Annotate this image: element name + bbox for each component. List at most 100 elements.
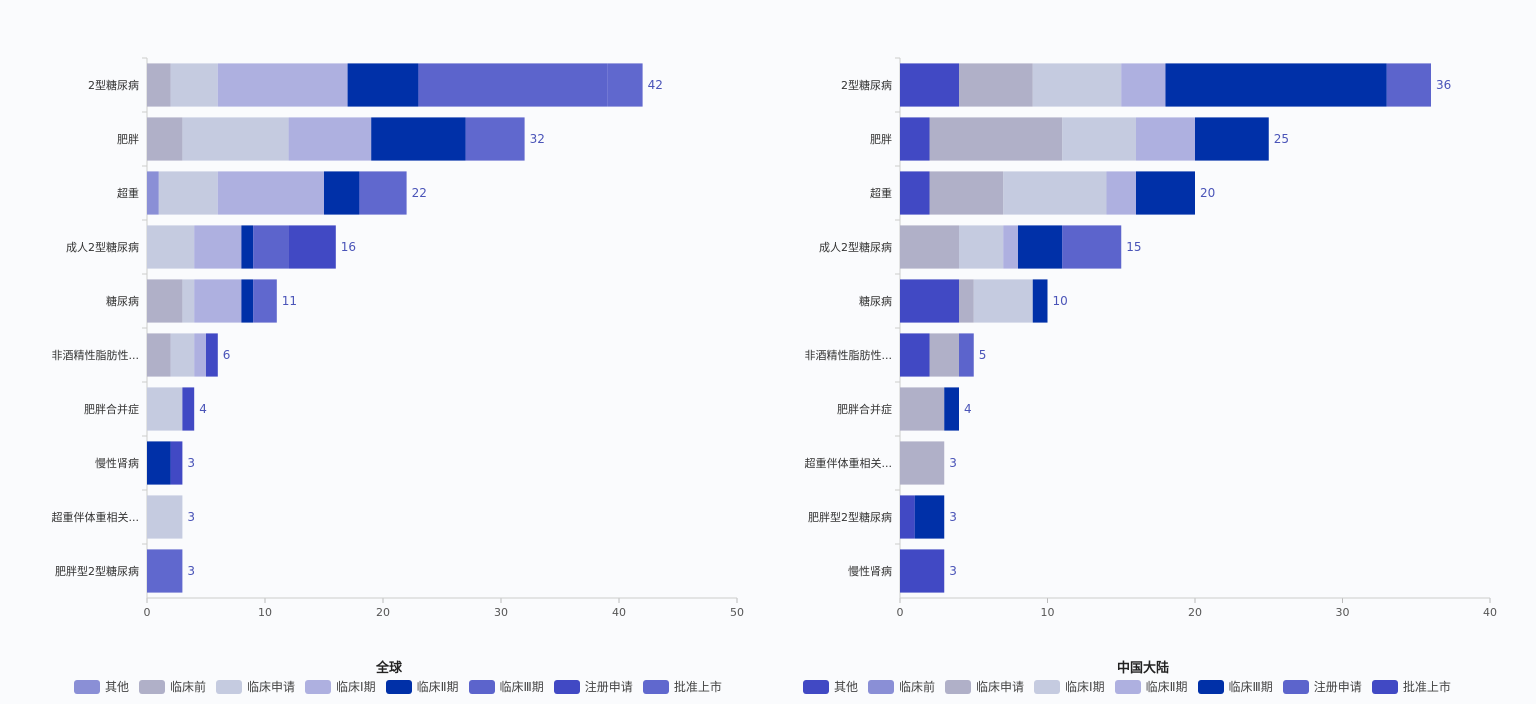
bar-segment [324,171,360,215]
legend-label: 其他 [105,680,130,694]
bar-segment [194,225,242,269]
bar-segment [206,333,218,377]
bar-segment [1003,225,1018,269]
x-tick-label: 10 [1041,606,1055,619]
bar-segment [1062,225,1122,269]
legend-item[interactable]: 临床前 [139,678,206,695]
category-label: 慢性肾病 [848,564,892,578]
bar-segment [288,117,372,161]
category-label: 肥胖 [117,133,139,146]
legend-swatch [1371,679,1398,694]
legend-item[interactable]: 临床申请 [216,678,295,695]
total-label: 15 [1126,240,1141,254]
bar-segment [900,279,959,323]
legend-swatch [139,679,166,694]
bar-segment [147,117,183,161]
x-tick-label: 10 [258,606,272,619]
bar-segment [1136,171,1195,215]
legend-swatch [803,679,829,694]
total-label: 4 [199,402,207,416]
legend-label: 注册申请 [1313,680,1362,694]
legend-swatch [468,679,495,694]
bar-segment [959,279,974,323]
bar-segment [929,171,1004,215]
x-tick-label: 30 [1336,606,1350,619]
category-label: 肥胖型2型糖尿病 [55,564,139,578]
bar-segment [1003,171,1107,215]
legend-swatch [305,679,332,694]
bar-segment [347,63,419,107]
bar-segment [1136,117,1195,161]
legend-item[interactable]: 批准上市 [1371,678,1451,695]
legend-item[interactable]: 注册申请 [1282,678,1362,695]
legend-item[interactable]: 临床申请 [945,678,1024,695]
bar-segment [1106,171,1136,215]
bar-segment [147,333,171,377]
bar-segment [900,225,959,269]
legend-item[interactable]: 临床Ⅲ期 [1197,678,1273,695]
legend-item[interactable]: 其他 [803,678,858,695]
bar-segment [914,495,945,539]
legend-label: 临床Ⅲ期 [499,680,544,694]
legend-item[interactable]: 临床前 [868,678,935,695]
bar-segment [147,225,195,269]
total-label: 3 [949,456,957,470]
category-label: 慢性肾病 [95,456,139,470]
legend-item[interactable]: 临床Ⅱ期 [385,678,459,695]
total-label: 20 [1200,186,1215,200]
bar-segment [1121,63,1166,107]
bar-segment [959,333,974,377]
legend-label: 注册申请 [584,680,633,694]
bar-segment [147,171,159,215]
legend-item[interactable]: 注册申请 [553,678,633,695]
legend-global: 其他 临床前 临床申请 临床Ⅰ期 临床Ⅱ期 临床Ⅲ期 注册申请 批准上市 [74,678,732,695]
legend-swatch [1282,679,1309,694]
legend-item[interactable]: 其他 [74,678,129,695]
chart-title-global: 全球 [375,661,402,676]
legend-label: 临床申请 [247,680,296,694]
legend-swatch [642,679,669,694]
legend-item[interactable]: 临床Ⅰ期 [1034,678,1105,695]
bar-segment [194,333,206,377]
legend-item[interactable]: 临床Ⅰ期 [305,678,376,695]
total-label: 3 [187,564,195,578]
bar-segment [217,63,348,107]
total-label: 11 [282,294,297,308]
bar-segment [1165,63,1387,107]
bar-segment [241,225,254,269]
bar-segment [241,279,254,323]
legend-swatch [216,679,243,694]
category-label: 非酒精性脂肪性... [805,348,893,362]
bar-segment [194,279,242,323]
bar-segment [288,225,336,269]
total-label: 3 [949,510,957,524]
x-tick-label: 40 [1483,606,1497,619]
bar-segment [900,63,959,107]
legend-label: 临床申请 [976,680,1025,694]
bar-segment [182,279,195,323]
legend-label: 临床前 [170,680,207,694]
legend-swatch [1197,679,1224,694]
legend-swatch [1034,679,1061,694]
bar-segment [959,225,1004,269]
bar-segment [147,495,183,539]
total-label: 42 [648,78,663,92]
bar-segment [1195,117,1269,161]
category-label: 2型糖尿病 [841,78,892,92]
legend-item[interactable]: 临床Ⅱ期 [1114,678,1188,695]
total-label: 3 [949,564,957,578]
legend-label: 临床Ⅰ期 [336,680,376,694]
bar-segment [929,333,959,377]
bar-segment [465,117,525,161]
legend-item[interactable]: 批准上市 [642,678,722,695]
legend-item[interactable]: 临床Ⅲ期 [468,678,544,695]
bar-segment [217,171,324,215]
x-tick-label: 40 [612,606,626,619]
category-label: 超重伴体重相关... [52,510,140,524]
bar-segment [170,63,218,107]
bar-segment [147,279,183,323]
bar-segment [147,441,171,485]
category-label: 成人2型糖尿病 [819,240,892,254]
